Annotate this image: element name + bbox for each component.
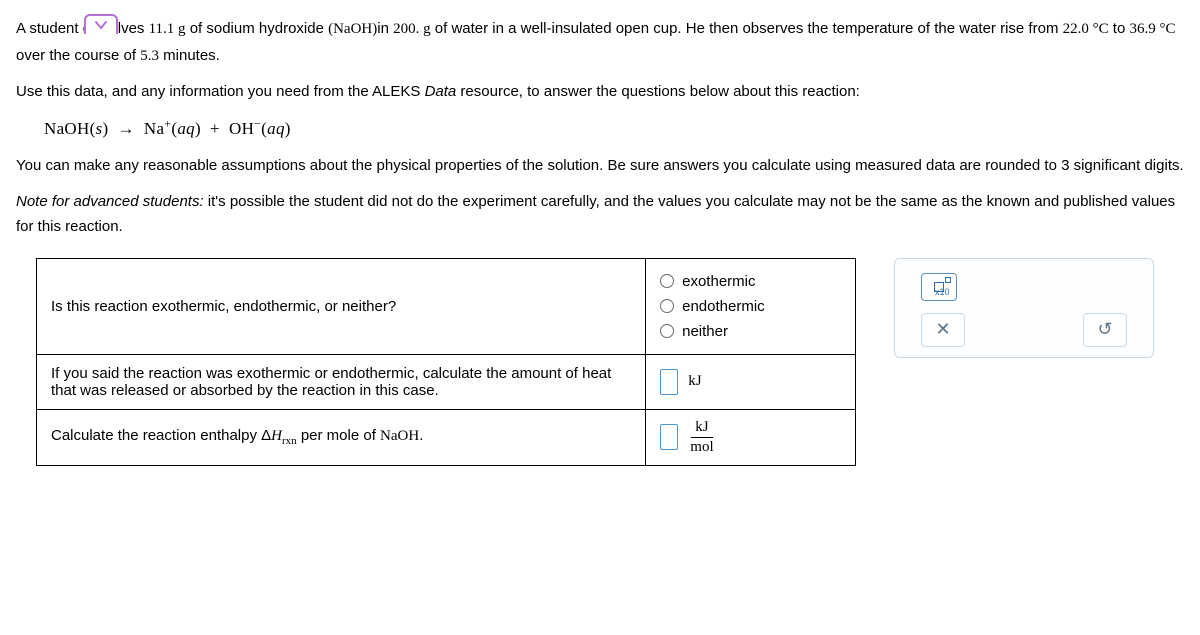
radio-icon: [660, 324, 674, 338]
text: in: [377, 20, 393, 37]
enthalpy-input[interactable]: [660, 424, 678, 450]
naoh-text: NaOH: [380, 428, 419, 444]
radio-icon: [660, 274, 674, 288]
text: resource, to answer the questions below …: [456, 83, 860, 100]
text: Calculate the reaction enthalpy Δ: [51, 427, 271, 444]
text: of water in a well-insulated open cup. H…: [431, 20, 1063, 37]
q1-prompt: Is this reaction exothermic, endothermic…: [37, 258, 646, 354]
text: .: [419, 427, 423, 444]
problem-statement: A student dissolves 11.1 g of sodium hyd…: [16, 16, 1184, 240]
q3-prompt: Calculate the reaction enthalpy ΔHrxn pe…: [37, 409, 646, 465]
temp-final: 36.9 °C: [1129, 21, 1175, 37]
note-label: Note for advanced students:: [16, 193, 204, 210]
temp-initial: 22.0 °C: [1063, 21, 1109, 37]
text: Use this data, and any information you n…: [16, 83, 425, 100]
q2-prompt: If you said the reaction was exothermic …: [37, 354, 646, 409]
text: A student dissolves: [16, 20, 149, 37]
question-table: Is this reaction exothermic, endothermic…: [36, 258, 856, 466]
text: of sodium hydroxide: [186, 20, 329, 37]
radio-endothermic[interactable]: endothermic: [660, 294, 841, 319]
radio-label: neither: [682, 323, 728, 340]
x10-label: x10: [935, 287, 950, 297]
scientific-notation-button[interactable]: x10: [921, 273, 957, 301]
input-toolbox: x10 ✕ ↺: [894, 258, 1154, 358]
assumptions-text: You can make any reasonable assumptions …: [16, 153, 1184, 179]
reaction-equation: NaOH(s) → Na+(aq) + OH−(aq): [44, 115, 1184, 144]
mass-water: 200. g: [393, 21, 431, 37]
radio-label: exothermic: [682, 273, 755, 290]
unit-numerator: kJ: [691, 420, 712, 438]
radio-label: endothermic: [682, 298, 765, 315]
heat-input[interactable]: [660, 369, 678, 395]
formula-naoh: (NaOH): [328, 21, 377, 37]
delta-h-symbol: H: [271, 428, 282, 444]
text: minutes.: [159, 47, 220, 64]
reset-button[interactable]: ↺: [1083, 313, 1127, 347]
unit-kj: kJ: [688, 373, 701, 390]
exponent-square-icon: [945, 277, 951, 283]
close-icon: ✕: [935, 319, 950, 340]
reset-icon: ↺: [1097, 319, 1112, 340]
text: per mole of: [297, 427, 380, 444]
text: to: [1109, 20, 1130, 37]
unit-kj-per-mol: kJ mol: [690, 420, 713, 455]
rxn-subscript: rxn: [282, 435, 297, 447]
clear-button[interactable]: ✕: [921, 313, 965, 347]
text: over the course of: [16, 47, 140, 64]
tab-collapse-indicator[interactable]: [84, 14, 118, 34]
mass-naoh: 11.1 g: [149, 21, 186, 37]
data-resource-link[interactable]: Data: [425, 83, 457, 100]
radio-exothermic[interactable]: exothermic: [660, 269, 841, 294]
radio-icon: [660, 299, 674, 313]
unit-denominator: mol: [690, 438, 713, 455]
radio-neither[interactable]: neither: [660, 319, 841, 344]
elapsed-time: 5.3: [140, 48, 159, 64]
